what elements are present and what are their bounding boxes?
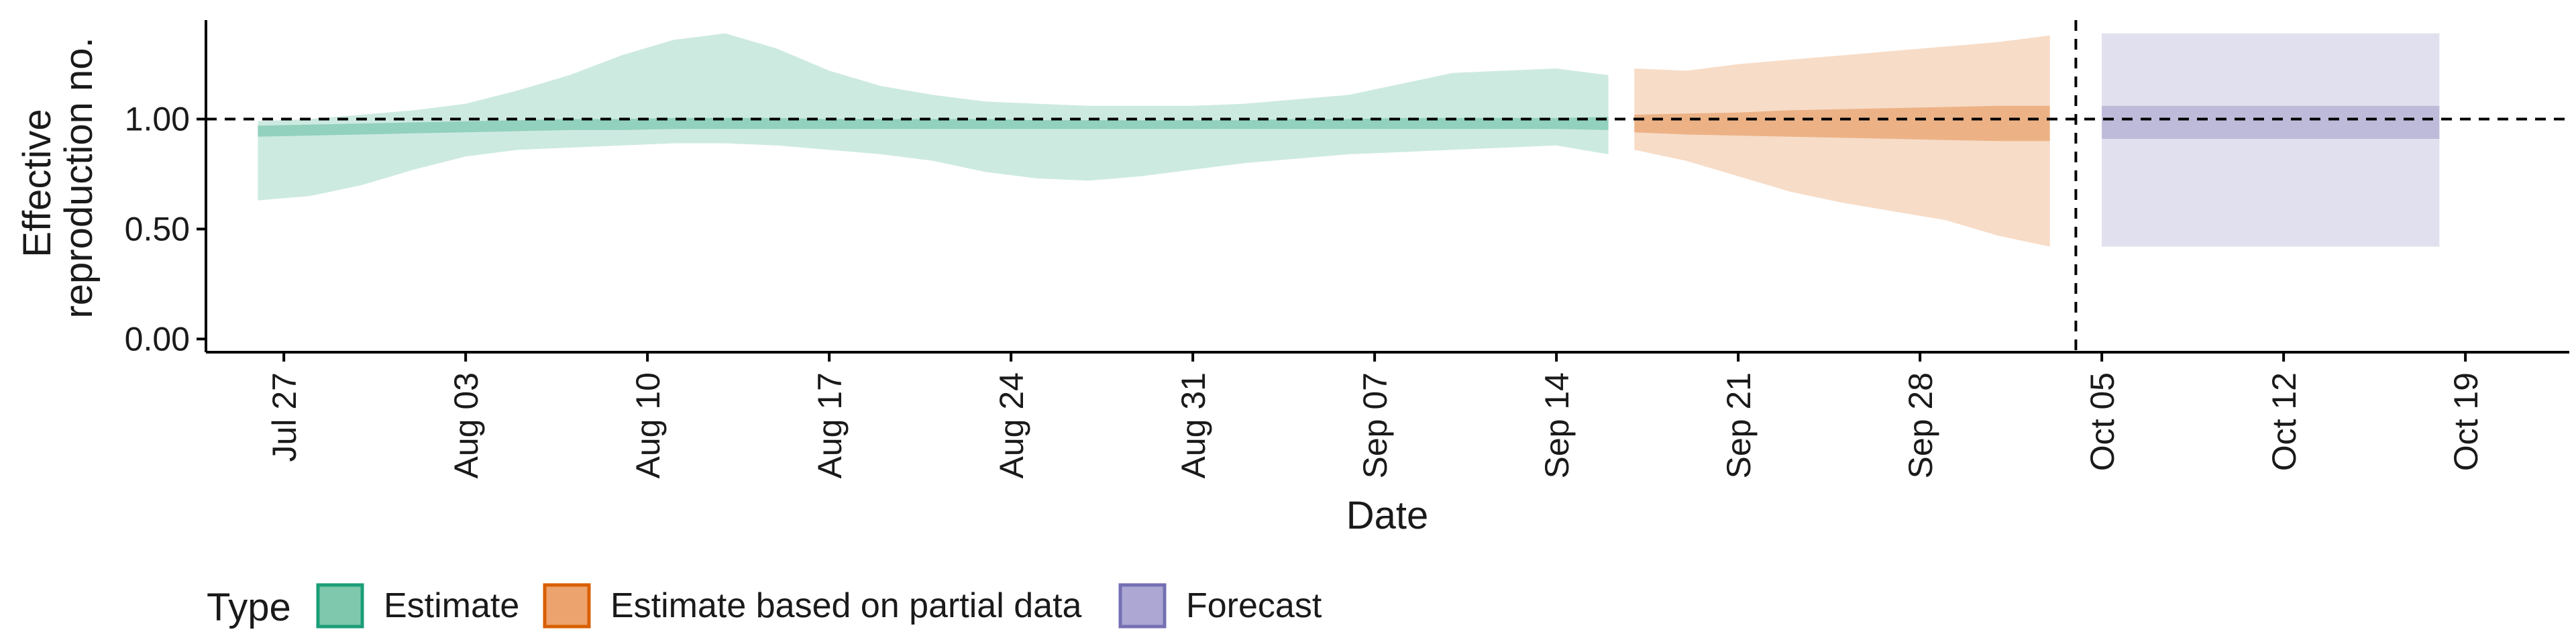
band-outer-forecast <box>2102 33 2440 247</box>
legend: Type Estimate Estimate based on partial … <box>207 583 1322 629</box>
band-inner-estimate-based-on-partial-data <box>1634 105 2050 142</box>
x-tick-label: Aug 24 <box>993 372 1030 478</box>
x-tick-label: Sep 14 <box>1538 372 1576 478</box>
band-inner-estimate <box>258 117 1609 137</box>
x-tick-label: Aug 31 <box>1175 372 1212 478</box>
y-tick-label: 1.00 <box>125 101 190 138</box>
x-tick-label: Sep 28 <box>1902 372 1939 478</box>
y-axis-title-line-1: Effective <box>15 109 59 257</box>
y-tick-label: 0.00 <box>125 320 190 358</box>
band-outer-estimate <box>258 33 1609 201</box>
band-outer-estimate-based-on-partial-data <box>1634 35 2050 247</box>
plot-bands <box>258 33 2440 247</box>
legend-swatch-partial <box>543 583 591 629</box>
band-inner-forecast <box>2102 105 2440 139</box>
x-tick-label: Jul 27 <box>266 372 303 462</box>
x-tick-label: Oct 05 <box>2084 372 2121 471</box>
axes: 0.00 0.50 1.00 Jul 27 Aug 03 Aug 10 Aug 17 Aug … <box>125 20 2569 478</box>
legend-swatch-estimate <box>316 583 364 629</box>
legend-label-estimate: Estimate <box>384 586 519 625</box>
legend-label-forecast: Forecast <box>1186 586 1322 625</box>
y-tick-label: 0.50 <box>125 210 190 248</box>
x-tick-label: Oct 12 <box>2265 372 2303 471</box>
x-tick-label: Sep 21 <box>1720 372 1758 478</box>
y-axis-title: Effective reproduction no. <box>15 37 101 318</box>
x-tick-label: Aug 03 <box>447 372 485 478</box>
legend-title: Type <box>207 586 291 629</box>
legend-label-partial: Estimate based on partial data <box>610 586 1082 625</box>
legend-swatch-forecast <box>1118 583 1167 629</box>
x-tick-label: Oct 19 <box>2447 372 2485 471</box>
x-tick-label: Aug 10 <box>629 372 667 478</box>
x-axis-title: Date <box>1346 494 1429 537</box>
x-tick-label: Sep 07 <box>1356 372 1394 478</box>
y-axis-title-line-2: reproduction no. <box>57 37 101 318</box>
x-tick-label: Aug 17 <box>811 372 849 478</box>
